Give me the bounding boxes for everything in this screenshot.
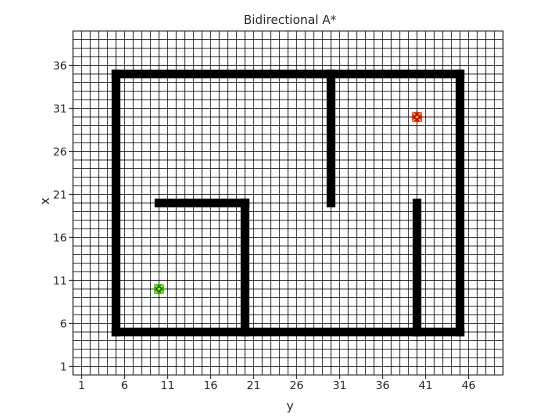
obstacle-inner-horizontal [154, 198, 250, 208]
start-marker [153, 283, 165, 295]
y-tick-label: 11 [53, 274, 67, 287]
x-tick-label: 26 [290, 379, 304, 392]
start-marker-star-stroke [154, 284, 164, 294]
y-axis-label: x [38, 197, 52, 204]
obstacle-inner-vertical-a [240, 198, 250, 337]
obstacle-inner-vertical-c [412, 198, 422, 337]
goal-marker-star-stroke [412, 112, 422, 122]
y-tick-label: 31 [53, 102, 67, 115]
y-tick-label: 6 [60, 317, 67, 330]
markers [153, 111, 423, 295]
plot-area [72, 30, 504, 376]
x-tick-label: 36 [376, 379, 390, 392]
x-tick-label: 31 [333, 379, 347, 392]
x-tick-label: 11 [161, 379, 175, 392]
obstacle-top-wall [111, 69, 465, 79]
obstacles [111, 69, 465, 337]
x-axis-label: y [286, 399, 293, 413]
obstacle-left-wall [111, 69, 121, 337]
x-tick-label: 21 [247, 379, 261, 392]
grid-lines [72, 30, 504, 376]
x-tick-label: 1 [78, 379, 85, 392]
y-tick-label: 16 [53, 231, 67, 244]
chart-title: Bidirectional A* [244, 13, 337, 27]
y-tick-label: 26 [53, 145, 67, 158]
plot-frame [72, 30, 504, 376]
y-tick-label: 36 [53, 59, 67, 72]
obstacle-bottom-wall [111, 327, 465, 337]
y-tick-label: 1 [60, 360, 67, 373]
y-tick-label: 21 [53, 188, 67, 201]
obstacle-inner-vertical-b [326, 69, 336, 208]
x-tick-label: 16 [204, 379, 218, 392]
x-tick-label: 41 [419, 379, 433, 392]
x-tick-label: 46 [462, 379, 476, 392]
start-marker-center [156, 286, 162, 292]
goal-marker-center [414, 114, 420, 120]
obstacle-right-wall [455, 69, 465, 337]
goal-marker [411, 111, 423, 123]
x-tick-label: 6 [121, 379, 128, 392]
x-axis-ticks: 1 6 11 16 21 26 31 36 41 46 [78, 375, 476, 392]
